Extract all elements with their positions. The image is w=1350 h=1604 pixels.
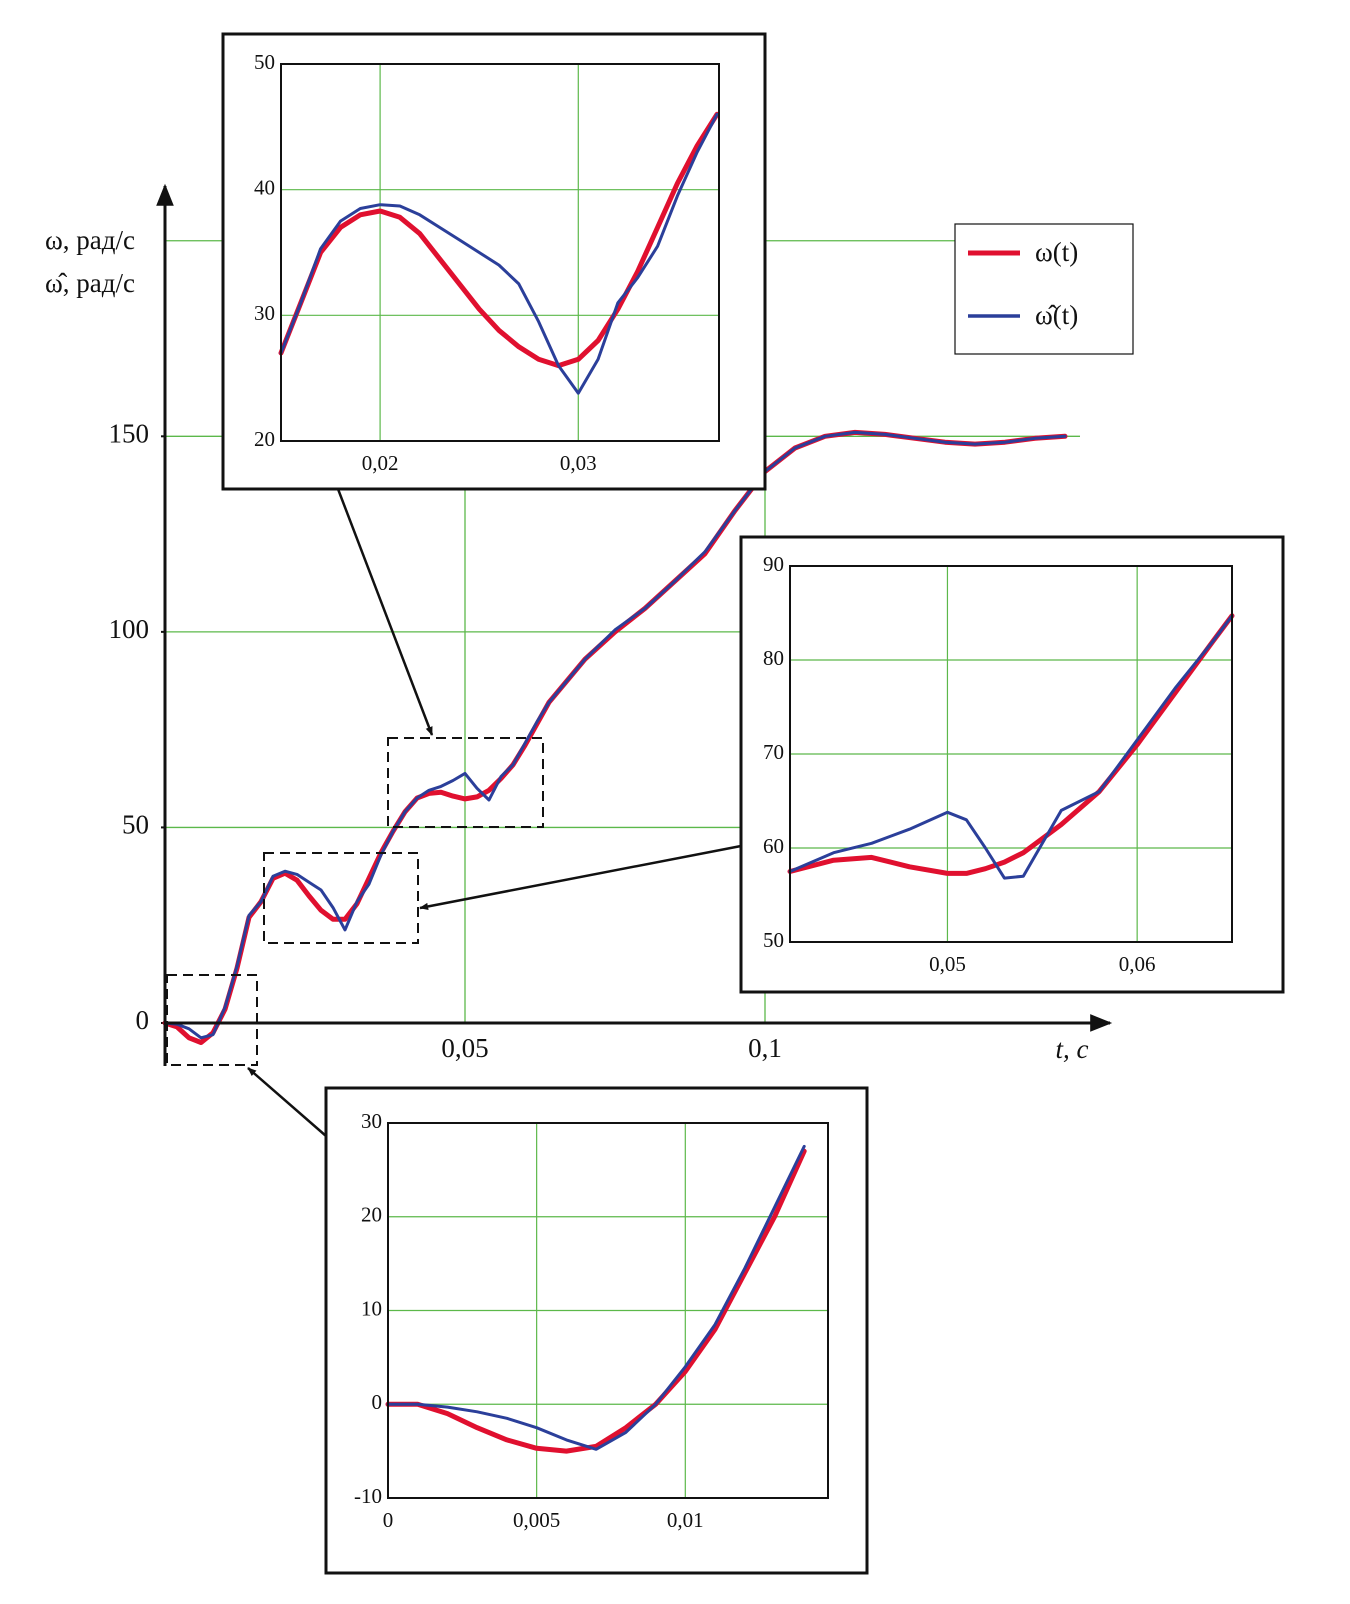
y-tick-label: 150 bbox=[109, 419, 150, 449]
x-tick-label: 0,05 bbox=[929, 952, 966, 976]
y-tick-label: 70 bbox=[763, 740, 784, 764]
y-tick-label: -10 bbox=[354, 1484, 382, 1508]
line-series bbox=[279, 112, 719, 395]
x-tick-label: 0,005 bbox=[513, 1508, 560, 1532]
x-tick-label: 0,03 bbox=[560, 451, 597, 475]
y-tick-label: 30 bbox=[254, 301, 275, 325]
inset: 0,05 0,06 50 60 70 80 90 bbox=[739, 535, 1285, 994]
y-axis-label: ω, рад/с bbox=[45, 225, 135, 255]
y-tick-label: 20 bbox=[254, 427, 275, 451]
legend-box bbox=[954, 223, 1134, 355]
y-tick-label: 30 bbox=[361, 1109, 382, 1133]
arrow bbox=[419, 844, 742, 910]
y-tick-label: 20 bbox=[361, 1203, 382, 1227]
y-tick-label: 10 bbox=[361, 1296, 382, 1320]
x-tick-label: 0 bbox=[383, 1508, 394, 1532]
y-tick-label: 0 bbox=[372, 1390, 383, 1414]
arrow bbox=[247, 1067, 327, 1137]
y-tick-label: 90 bbox=[763, 552, 784, 576]
y-tick-label: 60 bbox=[763, 834, 784, 858]
line-series bbox=[386, 1144, 806, 1451]
x-axis-label: t, с bbox=[1056, 1034, 1089, 1064]
x-tick-label: 0,1 bbox=[748, 1033, 782, 1063]
line-series bbox=[163, 430, 1067, 1040]
line-series bbox=[787, 613, 1235, 876]
y-axis-label: ω̂, рад/с bbox=[45, 268, 135, 298]
x-tick-label: 0,06 bbox=[1119, 952, 1156, 976]
x-tick-label: 0,01 bbox=[667, 1508, 704, 1532]
y-tick-label: 0 bbox=[136, 1005, 150, 1035]
y-tick-label: 100 bbox=[109, 614, 150, 644]
y-tick-label: 50 bbox=[254, 50, 275, 74]
y-tick-label: 80 bbox=[763, 646, 784, 670]
plot-border bbox=[280, 63, 720, 442]
inset-frame bbox=[739, 535, 1285, 994]
insets: 0,02 0,03 20 30 40 50 0,05 0,06 50 60 70 80 90 0 0,005… bbox=[221, 32, 1285, 1575]
y-tick-label: 40 bbox=[254, 175, 275, 199]
y-tick-label: 50 bbox=[122, 810, 149, 840]
inset-frame bbox=[324, 1086, 869, 1575]
inset: 0,02 0,03 20 30 40 50 bbox=[221, 32, 767, 491]
y-tick-label: 50 bbox=[763, 928, 784, 952]
arrow bbox=[336, 488, 434, 736]
plot-border bbox=[387, 1122, 829, 1499]
zoom-box bbox=[387, 737, 544, 828]
zoom-box bbox=[263, 852, 419, 944]
plot-border bbox=[789, 565, 1233, 943]
main-plot: 0,05 0,1 0 50 100 150 ω, рад/с ω̂, рад/с t, с bbox=[45, 183, 1113, 1066]
legend-label: ω(t) bbox=[1035, 237, 1078, 267]
line-series bbox=[788, 614, 1234, 880]
legend: ω(t) ω̂(t) bbox=[954, 223, 1134, 355]
x-tick-label: 0,02 bbox=[362, 451, 399, 475]
zoom-box bbox=[166, 974, 258, 1066]
zoom-markers bbox=[166, 737, 544, 1066]
x-tick-label: 0,05 bbox=[441, 1033, 488, 1063]
callout-arrows bbox=[247, 488, 742, 1137]
legend-label: ω̂(t) bbox=[1035, 300, 1078, 330]
line-series bbox=[385, 1148, 807, 1454]
line-series bbox=[278, 111, 720, 369]
